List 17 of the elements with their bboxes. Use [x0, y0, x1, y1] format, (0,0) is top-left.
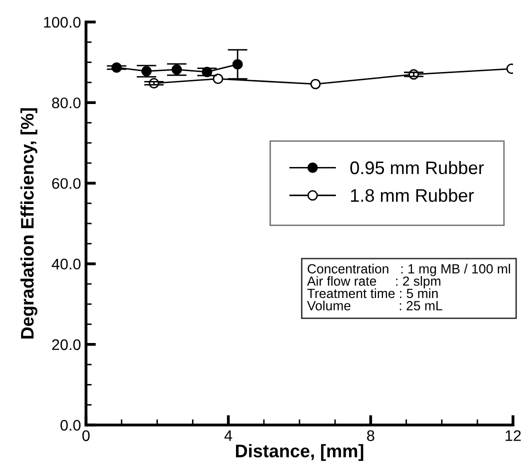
x-axis-title: Distance, [mm] [236, 444, 364, 461]
y-tick-label: 40.0 [52, 258, 81, 270]
y-tick-label: 100.0 [44, 16, 81, 28]
x-tick-label: 4 [224, 430, 232, 441]
legend-label: 1.8 mm Rubber [351, 188, 474, 202]
point [310, 78, 321, 90]
y-tick-label: 20.0 [52, 339, 81, 350]
y-axis-title: Degradation Efficiency, [%] [20, 108, 38, 338]
y-tick-label: 0.0 [60, 420, 81, 431]
y-tick-label: 80.0 [52, 97, 81, 108]
point [212, 74, 224, 84]
x-tick-label: 12 [506, 430, 521, 441]
annotation: Concentration : 1 mg MB / 100 ml Air flow rate : 2 slpm Treatment time : 5 min Volume : 25 mL [307, 264, 510, 310]
legend-label: 0.95 mm Rubber [350, 160, 484, 174]
x-tick-label: 0 [82, 430, 90, 442]
x-tick-label: 8 [367, 430, 374, 442]
y-tick-label: 60.0 [52, 178, 81, 189]
